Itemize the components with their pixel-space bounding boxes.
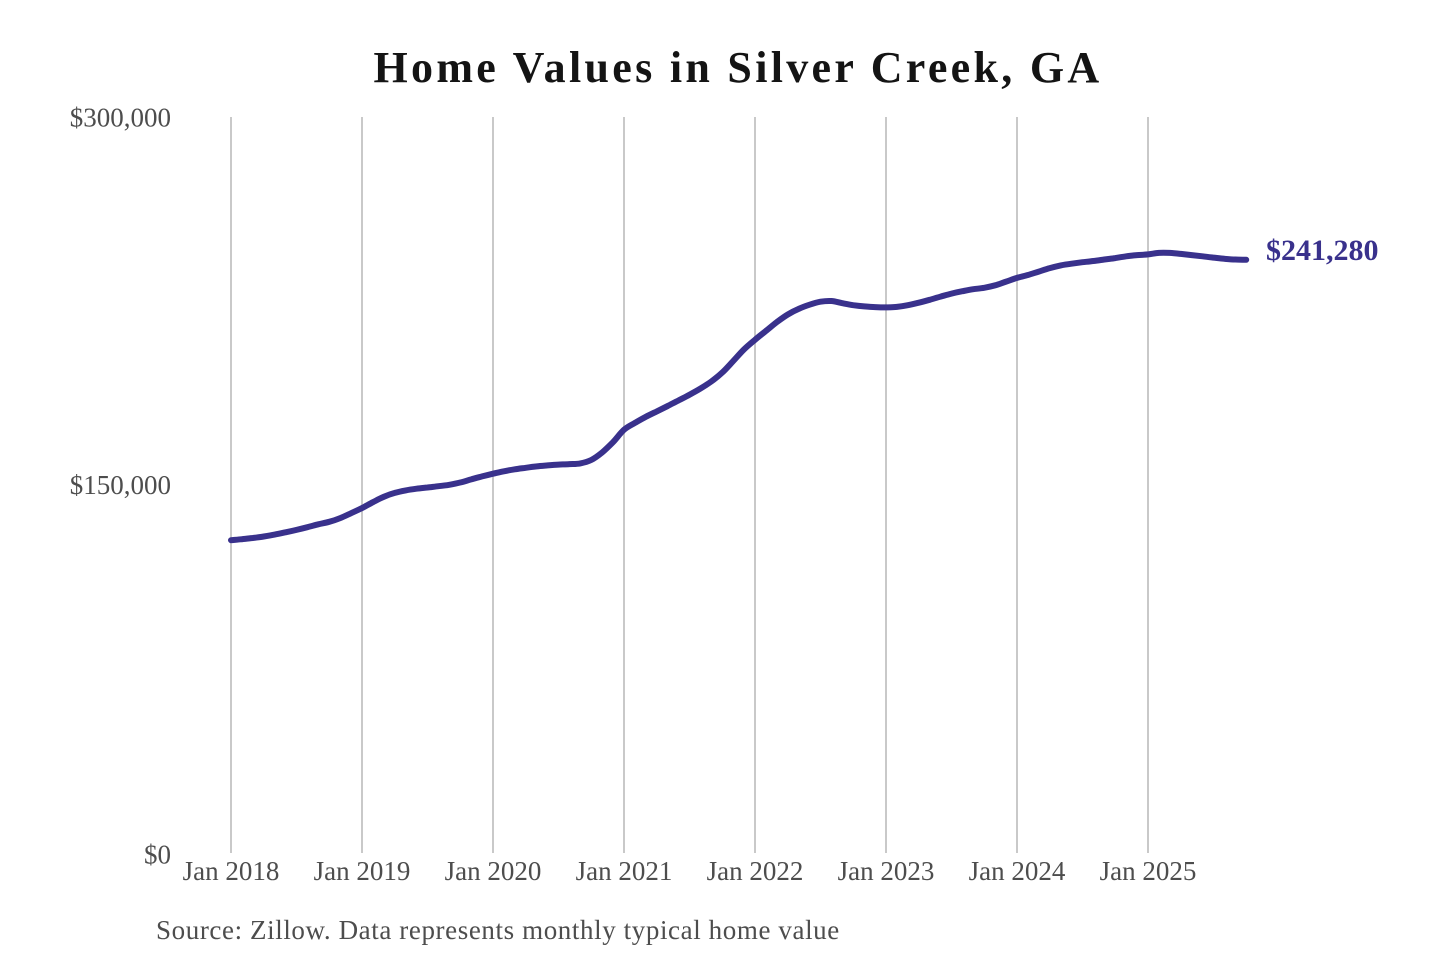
svg-text:$150,000: $150,000 xyxy=(70,470,171,500)
svg-text:Jan 2024: Jan 2024 xyxy=(969,856,1066,886)
svg-text:$0: $0 xyxy=(144,840,171,870)
svg-text:Jan 2023: Jan 2023 xyxy=(838,856,935,886)
svg-text:Jan 2020: Jan 2020 xyxy=(445,856,542,886)
svg-text:Jan 2018: Jan 2018 xyxy=(183,856,280,886)
svg-text:Jan 2025: Jan 2025 xyxy=(1100,856,1197,886)
svg-text:Jan 2019: Jan 2019 xyxy=(314,856,411,886)
svg-text:Source: Zillow. Data represent: Source: Zillow. Data represents monthly … xyxy=(156,915,840,945)
svg-text:$241,280: $241,280 xyxy=(1266,234,1379,267)
svg-text:Jan 2022: Jan 2022 xyxy=(707,856,804,886)
svg-text:$300,000: $300,000 xyxy=(70,103,171,133)
svg-text:Home Values in Silver Creek, G: Home Values in Silver Creek, GA xyxy=(374,43,1103,92)
svg-text:Jan 2021: Jan 2021 xyxy=(576,856,673,886)
